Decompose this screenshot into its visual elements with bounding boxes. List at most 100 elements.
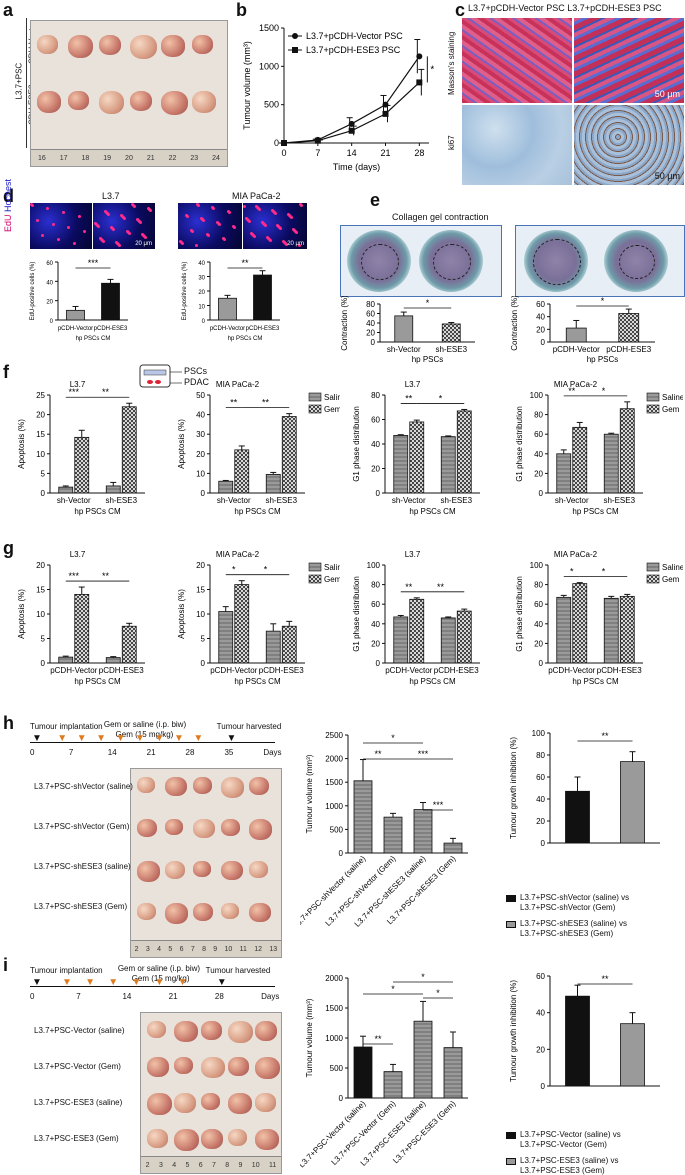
ruler-tick-label: 8	[202, 945, 206, 953]
legend-label: Saline	[324, 563, 340, 572]
row-label: L3.7+PSC-Vector (saline)	[34, 1026, 125, 1035]
y-axis-label: Tumour growth inhibition (%)	[509, 980, 518, 1082]
ruler-tick-label: 9	[213, 945, 218, 953]
timeline-harvest-label: Tumour harvested	[205, 966, 271, 975]
significance-label: *	[436, 988, 440, 998]
y-axis-label: G1 phase distribution	[515, 576, 524, 652]
y-tick-label: 40	[371, 620, 380, 629]
bar	[620, 1023, 645, 1087]
x-axis-label: hp PSCs CM	[234, 507, 281, 516]
timeline-tick-label: 21	[168, 992, 178, 1001]
ruler-tick-label: 9	[238, 1161, 243, 1169]
panel-label-b: b	[236, 0, 247, 20]
treatment-arrow-icon: ▼	[193, 733, 204, 744]
significance-label: ***	[68, 387, 79, 397]
timeline-tick-label: 14	[122, 992, 132, 1001]
significance-label: **	[241, 258, 249, 268]
treatment-arrow-icon: ▼	[76, 733, 87, 744]
edu-dot	[298, 244, 301, 247]
ruler-tick-label: 10	[224, 945, 233, 953]
scale-bar-label: 20 μm	[287, 241, 304, 247]
y-axis-label: Tumour growth inhibition (%)	[509, 737, 518, 839]
panel-label-d: d	[3, 186, 14, 206]
edu-dot	[248, 220, 251, 223]
legend-swatch	[646, 392, 660, 402]
bar	[383, 1071, 403, 1099]
y-tick-label: 20	[536, 817, 545, 826]
panel-h-tumour	[137, 903, 156, 921]
panel-i-tumour	[228, 1093, 252, 1115]
ruler-tick-label: 11	[268, 1161, 277, 1169]
y-tick-label: 0	[539, 659, 544, 668]
edu-dot	[139, 221, 142, 224]
y-tick-label: 0	[376, 659, 381, 668]
bar	[409, 421, 425, 494]
panel-a-tumour	[68, 35, 94, 58]
legend-label: L3.7+PSC-shVector (saline) vs	[520, 893, 630, 902]
y-axis-label: Contraction (%)	[340, 296, 349, 351]
significance-label: *	[391, 984, 395, 994]
panel-label-g: g	[3, 538, 14, 558]
timeline-h: Tumour implantation Gem or saline (i.p. b…	[30, 720, 285, 764]
edu-dot	[36, 219, 39, 222]
bar	[58, 486, 74, 494]
legend-swatch	[308, 574, 322, 584]
y-tick-label: 20	[536, 325, 545, 334]
panel-i-tumour	[174, 1093, 197, 1113]
significance-label: *	[601, 296, 605, 306]
y-tick-label: 1000	[325, 802, 343, 811]
y-tick-label: 10	[36, 610, 45, 619]
x-tick-label: pCDH-Vector	[210, 326, 245, 332]
bar	[253, 274, 272, 321]
panel-i-tumour	[255, 1129, 279, 1151]
timeline-tick-label: 14	[107, 748, 117, 757]
legend-label: L3.7+PSC-shVector (Gem)	[520, 903, 616, 912]
bar	[456, 410, 472, 494]
edu-label: EdU	[3, 214, 13, 232]
x-tick-label: L3.7+PSC-ESE3 (Gem)	[391, 1099, 457, 1165]
significance-label: ***	[88, 258, 99, 268]
ruler-tick-label: 3	[158, 1161, 163, 1169]
y-tick-label: 100	[532, 729, 546, 738]
scale-bar-label: 50 μm	[654, 89, 680, 99]
y-tick-label: 0	[541, 839, 546, 848]
edu-dot	[83, 230, 86, 233]
x-tick-label: pCDH-ESE3	[606, 345, 651, 354]
row-label: L3.7+PSC-ESE3 (saline)	[34, 1098, 123, 1107]
significance-label: **	[262, 398, 270, 408]
y-tick-label: 10	[198, 305, 205, 311]
panel-h-tumour	[165, 903, 188, 924]
treatment-arrow-icon: ▼	[154, 733, 165, 744]
panel-c-title: L3.7+pCDH-Vector PSC L3.7+pCDH-ESE3 PSC	[468, 3, 662, 13]
ruler-tick-label: 4	[157, 945, 162, 953]
y-tick-label: 60	[536, 972, 545, 981]
panel-label-f: f	[3, 362, 9, 382]
treatment-arrow-icon: ▼	[108, 977, 119, 988]
petri-sh-vector	[347, 230, 411, 292]
x-axis-label: hp PSCs CM	[572, 677, 619, 686]
data-point	[314, 137, 321, 144]
y-tick-label: 20	[536, 1045, 545, 1054]
row-label: L3.7+PSC-shESE3 (saline)	[34, 862, 131, 871]
edu-dot	[195, 244, 198, 247]
treatment-arrow-icon: ▼	[115, 733, 126, 744]
treatment-arrow-icon: ▼	[85, 977, 96, 988]
x-tick-label: pCDH-ESE3	[94, 326, 128, 332]
x-tick-label: sh-Vector	[392, 496, 426, 505]
diagram-psc-label: PSCs	[184, 366, 208, 376]
masson-stain-vector-image	[462, 18, 572, 103]
panel-h-tumour	[165, 819, 183, 835]
bar	[353, 780, 373, 854]
y-tick-label: 0	[371, 338, 376, 347]
y-tick-label: 100	[530, 561, 544, 570]
legend-swatch	[308, 392, 322, 402]
ruler-tick-label: 19	[103, 154, 112, 162]
y-tick-label: 30	[198, 276, 205, 282]
bar	[565, 327, 587, 343]
chart-title: MIA PaCa-2	[216, 380, 260, 389]
petri-pcdh-ese3	[604, 230, 668, 292]
treatment-arrow-icon: ▼	[62, 977, 72, 988]
significance-label: **	[601, 974, 609, 984]
legend-label: Gem	[324, 405, 340, 414]
y-tick-label: 0	[201, 489, 206, 498]
